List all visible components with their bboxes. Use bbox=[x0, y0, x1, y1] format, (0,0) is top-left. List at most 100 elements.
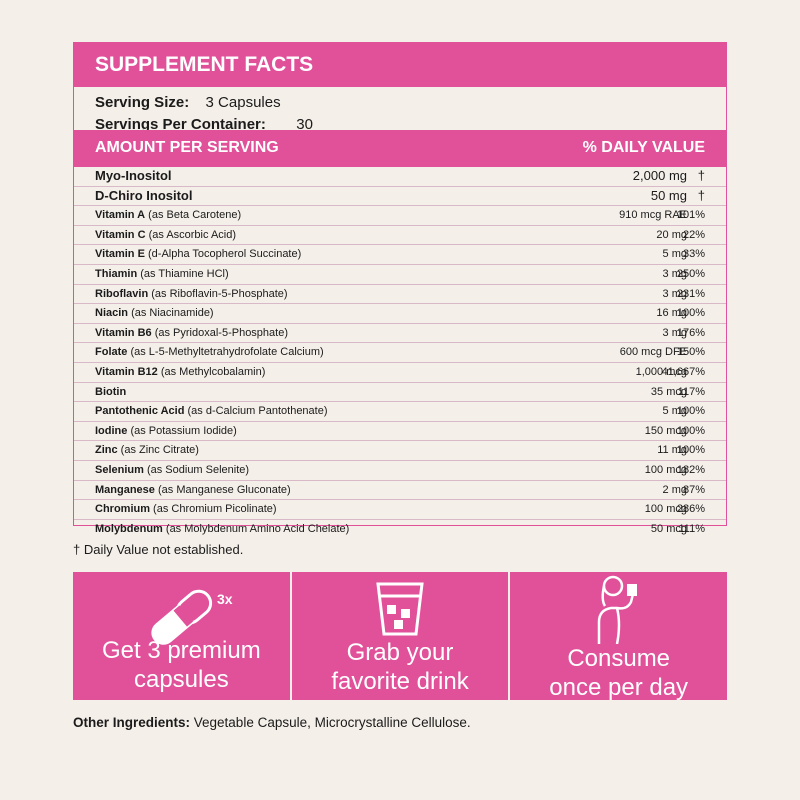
nutrient-detail: (as Sodium Selenite) bbox=[143, 463, 250, 476]
table-row: Myo-Inositol 2,000 mg † bbox=[74, 167, 726, 187]
nutrient-amount: 5 mg bbox=[662, 405, 687, 418]
nutrient-label: Riboflavin bbox=[95, 287, 149, 300]
nutrient-amount: 2,000 mg bbox=[632, 168, 687, 183]
nutrient-label: Iodine bbox=[95, 424, 128, 437]
nutrient-name: Riboflavin (as Riboflavin-5-Phosphate) bbox=[95, 285, 288, 304]
nutrient-daily-value: 176% bbox=[676, 326, 705, 339]
nutrient-detail: (as Niacinamide) bbox=[128, 307, 214, 320]
nutrient-amount: 100 mcg bbox=[644, 463, 687, 476]
nutrient-name: Vitamin B12 (as Methylcobalamin) bbox=[95, 363, 265, 382]
nutrient-name: Vitamin E (d-Alpha Tocopherol Succinate) bbox=[95, 245, 301, 264]
servings-per-container-label: Servings Per Container: bbox=[95, 116, 266, 133]
nutrient-amount: 50 mcg bbox=[650, 522, 687, 535]
nutrient-detail: (as Molybdenum Amino Acid Chelate) bbox=[162, 522, 350, 535]
nutrient-label: Biotin bbox=[95, 385, 127, 398]
daily-value-header: % DAILY VALUE bbox=[582, 139, 705, 156]
table-row: Vitamin E (d-Alpha Tocopherol Succinate)… bbox=[74, 245, 726, 265]
nutrient-daily-value: 100% bbox=[676, 444, 705, 457]
nutrient-amount: 150 mcg bbox=[644, 424, 687, 437]
step-consume-line2: once per day bbox=[549, 674, 689, 701]
nutrient-detail: (as Chromium Picolinate) bbox=[150, 503, 277, 516]
nutrient-daily-value: 87% bbox=[682, 483, 705, 496]
nutrient-amount: 600 mcg DFE bbox=[619, 346, 687, 359]
step-consume-line1: Consume bbox=[567, 645, 671, 672]
supplement-facts-panel: SUPPLEMENT FACTS Serving Size: 3 Capsule… bbox=[73, 42, 727, 535]
nutrient-daily-value: † bbox=[697, 187, 705, 203]
table-row: Chromium (as Chromium Picolinate) 100 mcg… bbox=[74, 500, 726, 520]
serving-size-row: Serving Size: 3 Capsules bbox=[95, 93, 726, 115]
nutrient-amount: 35 mcg bbox=[650, 385, 687, 398]
table-row: Iodine (as Potassium Iodide) 150 mcg 100% bbox=[74, 422, 726, 442]
nutrient-amount: 5 mg bbox=[662, 248, 687, 261]
nutrient-daily-value: 101% bbox=[676, 209, 705, 222]
nutrient-detail: (as Potassium Iodide) bbox=[127, 424, 237, 437]
nutrient-label: Vitamin B12 bbox=[95, 365, 158, 378]
nutrient-daily-value: 100% bbox=[676, 405, 705, 418]
nutrient-name: Molybdenum (as Molybdenum Amino Acid Che… bbox=[95, 520, 349, 539]
nutrient-amount: 20 mg bbox=[656, 228, 687, 241]
nutrient-label: Selenium bbox=[95, 463, 144, 476]
table-row: Thiamin (as Thiamine HCl) 3 mg 250% bbox=[74, 265, 726, 285]
nutrient-daily-value: 100% bbox=[676, 307, 705, 320]
nutrient-name: Iodine (as Potassium Iodide) bbox=[95, 422, 237, 441]
nutrient-detail: (as d-Calcium Pantothenate) bbox=[184, 405, 328, 418]
step-capsules-line2: capsules bbox=[133, 666, 229, 693]
table-row: Vitamin B12 (as Methylcobalamin) 1,000 mc… bbox=[74, 363, 726, 383]
nutrient-amount: 11 mg bbox=[657, 444, 687, 457]
step-consume: Consume once per day bbox=[510, 572, 728, 702]
nutrient-daily-value: 250% bbox=[676, 267, 705, 280]
table-row: Folate (as L-5-Methyltetrahydrofolate Ca… bbox=[74, 343, 726, 363]
nutrient-daily-value: 150% bbox=[676, 346, 705, 359]
nutrient-daily-value: 111% bbox=[678, 522, 705, 535]
nutrient-detail: (as Ascorbic Acid) bbox=[145, 228, 237, 241]
capsule-count-badge: 3x bbox=[217, 591, 233, 607]
table-row: Zinc (as Zinc Citrate) 11 mg 100% bbox=[74, 441, 726, 461]
step-drink: Grab your favorite drink bbox=[291, 572, 509, 700]
nutrient-label: Pantothenic Acid bbox=[95, 405, 185, 418]
nutrient-daily-value: 33% bbox=[682, 248, 705, 261]
other-ingredients: Other Ingredients: Vegetable Capsule, Mi… bbox=[73, 715, 471, 730]
nutrient-name: Vitamin A (as Beta Carotene) bbox=[95, 206, 241, 225]
nutrient-detail: (as Beta Carotene) bbox=[145, 209, 242, 222]
nutrient-label: Vitamin B6 bbox=[95, 326, 152, 339]
step-capsules: 3x Get 3 premium capsules bbox=[73, 572, 290, 700]
table-row: Niacin (as Niacinamide) 16 mg 100% bbox=[74, 304, 726, 324]
nutrient-name: Biotin bbox=[95, 383, 126, 402]
nutrient-name: Pantothenic Acid (as d-Calcium Pantothen… bbox=[95, 402, 328, 421]
table-row: Selenium (as Sodium Selenite) 100 mcg 182% bbox=[74, 461, 726, 481]
nutrient-amount: 1,000 mcg bbox=[635, 365, 687, 378]
nutrient-amount: 100 mcg bbox=[644, 503, 687, 516]
nutrient-detail: (d-Alpha Tocopherol Succinate) bbox=[144, 248, 302, 261]
nutrient-label: Vitamin E bbox=[95, 248, 145, 261]
nutrient-daily-value: 41,667% bbox=[661, 365, 705, 378]
nutrient-daily-value: 100% bbox=[676, 424, 705, 437]
nutrient-name: Vitamin C (as Ascorbic Acid) bbox=[95, 226, 236, 245]
nutrient-daily-value: 286% bbox=[676, 503, 705, 516]
serving-size-label: Serving Size: bbox=[95, 94, 190, 111]
step-consume-label: Consume once per day bbox=[510, 644, 727, 702]
woman-drinking-icon bbox=[597, 575, 637, 644]
nutrient-name: Folate (as L-5-Methyltetrahydrofolate Ca… bbox=[95, 343, 324, 362]
nutrient-daily-value: 231% bbox=[676, 287, 705, 300]
nutrient-name: Thiamin (as Thiamine HCl) bbox=[95, 265, 229, 284]
nutrient-daily-value: 117% bbox=[677, 385, 705, 398]
nutrient-detail: (as Zinc Citrate) bbox=[117, 444, 199, 457]
servings-per-container-row: Servings Per Container: 30 bbox=[95, 115, 726, 137]
nutrient-name: D-Chiro Inositol bbox=[95, 187, 193, 206]
table-row: Vitamin A (as Beta Carotene) 910 mcg RAE 1… bbox=[74, 206, 726, 226]
nutrient-name: Zinc (as Zinc Citrate) bbox=[95, 441, 199, 460]
nutrient-detail: (as Thiamine HCl) bbox=[137, 267, 229, 280]
table-row: Molybdenum (as Molybdenum Amino Acid Che… bbox=[74, 520, 726, 539]
nutrient-name: Manganese (as Manganese Gluconate) bbox=[95, 481, 291, 500]
other-ingredients-value: Vegetable Capsule, Microcrystalline Cell… bbox=[190, 715, 471, 730]
step-drink-label: Grab your favorite drink bbox=[292, 638, 509, 696]
footnote: † Daily Value not established. bbox=[73, 542, 244, 557]
table-row: Vitamin B6 (as Pyridoxal-5-Phosphate) 3 m… bbox=[74, 324, 726, 344]
nutrient-label: Chromium bbox=[95, 503, 150, 516]
nutrient-amount: 50 mg bbox=[650, 187, 687, 203]
nutrient-detail: (as L-5-Methyltetrahydrofolate Calcium) bbox=[127, 346, 324, 359]
nutrient-detail: (as Methylcobalamin) bbox=[157, 365, 266, 378]
nutrient-daily-value: 182% bbox=[676, 463, 705, 476]
other-ingredients-label: Other Ingredients: bbox=[73, 715, 191, 730]
nutrient-detail: (as Manganese Gluconate) bbox=[154, 483, 291, 496]
